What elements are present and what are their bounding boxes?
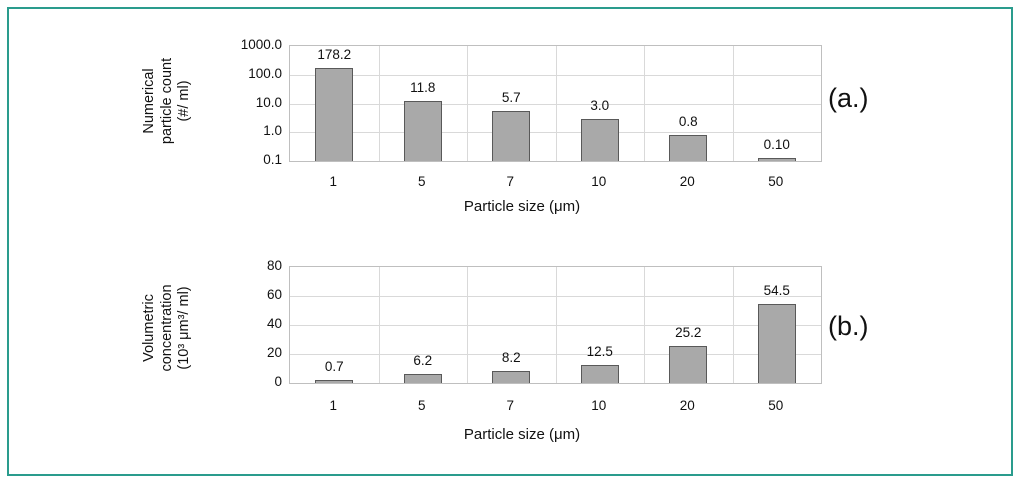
plot-area: 0.7 6.2 8.2 12.5 25.2 54.5 (289, 266, 822, 384)
bar (669, 346, 708, 383)
x-axis-tick-label: 1 (329, 174, 337, 189)
y-axis-tick-label: 1000.0 (240, 37, 282, 52)
x-axis-tick-label: 5 (417, 398, 426, 413)
x-axis-tick-label: 10 (591, 398, 607, 413)
gridline-vertical (732, 46, 734, 161)
gridline-vertical (467, 46, 468, 161)
bar (403, 374, 442, 383)
bar-value-label: 54.5 (763, 282, 790, 298)
bar (757, 303, 796, 383)
gridline-vertical (378, 46, 380, 161)
x-axis-tick-label: 20 (679, 398, 695, 413)
bar-value-label: 0.7 (324, 359, 344, 374)
y-axis-tick-labels: 1000.0 100.0 10.0 1.0 0.1 (0, 37, 282, 167)
gridline-vertical (644, 267, 645, 383)
gridline-vertical (644, 46, 645, 161)
x-axis-tick-label: 7 (506, 174, 514, 189)
x-axis-tick-label: 10 (591, 174, 607, 189)
y-axis-tick-label: 80 (266, 258, 282, 273)
gridline-vertical (732, 267, 734, 383)
bar-value-label: 8.2 (501, 350, 521, 366)
bar-value-label: 178.2 (317, 46, 352, 62)
x-axis-tick-label: 5 (417, 174, 426, 189)
y-axis-tick-label: 40 (266, 316, 282, 331)
bar (580, 118, 619, 161)
panel-label-a: (a.) (828, 83, 869, 113)
x-axis-tick-labels: 1 5 7 10 20 50 (289, 173, 822, 191)
panel-label-b: (b.) (828, 311, 869, 341)
y-axis-tick-labels: 80 60 40 20 0 (0, 258, 282, 389)
gridline-vertical (467, 267, 468, 383)
bar-value-label: 11.8 (410, 80, 436, 96)
y-axis-tick-label: 60 (266, 287, 282, 302)
x-axis-tick-label: 50 (768, 174, 784, 189)
x-axis-tick-label: 20 (679, 174, 695, 189)
bar-value-label: 6.2 (413, 353, 433, 368)
bar-value-label: 0.10 (763, 137, 790, 152)
y-axis-tick-label: 10.0 (255, 94, 282, 110)
x-axis-tick-label: 1 (329, 398, 337, 413)
bar-value-label: 0.8 (678, 114, 698, 130)
bar (403, 101, 442, 161)
x-axis-tick-labels: 1 5 7 10 20 50 (289, 397, 822, 415)
y-axis-tick-label: 20 (266, 345, 282, 360)
y-axis-tick-label: 0 (274, 374, 282, 389)
x-axis-title: Particle size (μm) (463, 426, 581, 443)
plot-area: 178.2 11.8 5.7 3.0 0.8 0.10 (289, 45, 822, 162)
bar-value-label: 25.2 (675, 325, 702, 341)
bar-value-label: 5.7 (501, 89, 521, 105)
gridline-vertical (555, 267, 557, 383)
bar (315, 380, 354, 383)
bar-value-label: 3.0 (590, 97, 610, 113)
bar-value-label: 12.5 (586, 343, 613, 359)
gridline-vertical (555, 46, 557, 161)
x-axis-tick-label: 50 (768, 398, 784, 413)
bar (492, 110, 531, 161)
bar (315, 67, 354, 161)
x-axis-title: Particle size (μm) (463, 198, 581, 215)
bar (669, 135, 708, 161)
y-axis-tick-label: 0.1 (263, 152, 282, 167)
x-axis-tick-label: 7 (506, 398, 514, 413)
bar (757, 158, 796, 161)
bar (580, 364, 619, 383)
y-axis-tick-label: 100.0 (248, 65, 282, 81)
gridline-vertical (378, 267, 380, 383)
y-axis-tick-label: 1.0 (263, 123, 282, 139)
bar (492, 371, 531, 383)
